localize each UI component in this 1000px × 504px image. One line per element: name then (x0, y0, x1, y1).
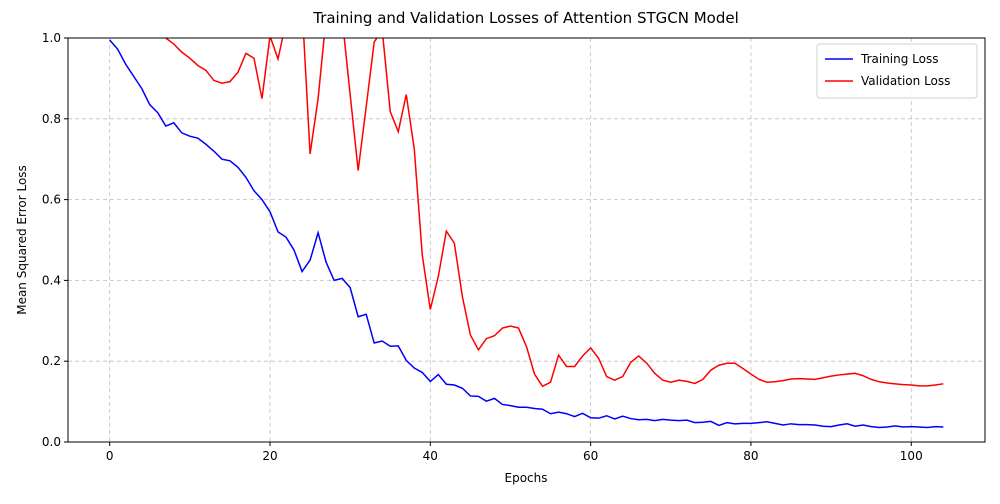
y-tick-label: 0.8 (42, 112, 61, 126)
x-tick-label: 60 (583, 449, 598, 463)
y-tick-label: 0.2 (42, 354, 61, 368)
y-tick-label: 0.0 (42, 435, 61, 449)
series-line (109, 39, 944, 429)
x-tick-label: 100 (900, 449, 923, 463)
legend-label: Training Loss (860, 52, 938, 66)
series-line (164, 38, 944, 388)
x-axis-label: Epochs (505, 471, 548, 485)
legend: Training Loss Validation Loss (816, 43, 978, 99)
legend-box (816, 43, 978, 99)
y-tick-label: 0.6 (42, 193, 61, 207)
chart-title: Training and Validation Losses of Attent… (312, 9, 739, 27)
y-axis-label: Mean Squared Error Loss (15, 165, 29, 315)
plot-frame (67, 37, 986, 443)
y-tick-label: 1.0 (42, 31, 61, 45)
legend-label: Validation Loss (861, 74, 950, 88)
x-tick-label: 40 (423, 449, 438, 463)
x-tick-label: 80 (743, 449, 758, 463)
y-tick-label: 0.4 (42, 273, 61, 287)
x-tick-label: 20 (262, 449, 277, 463)
x-tick-label: 0 (106, 449, 114, 463)
